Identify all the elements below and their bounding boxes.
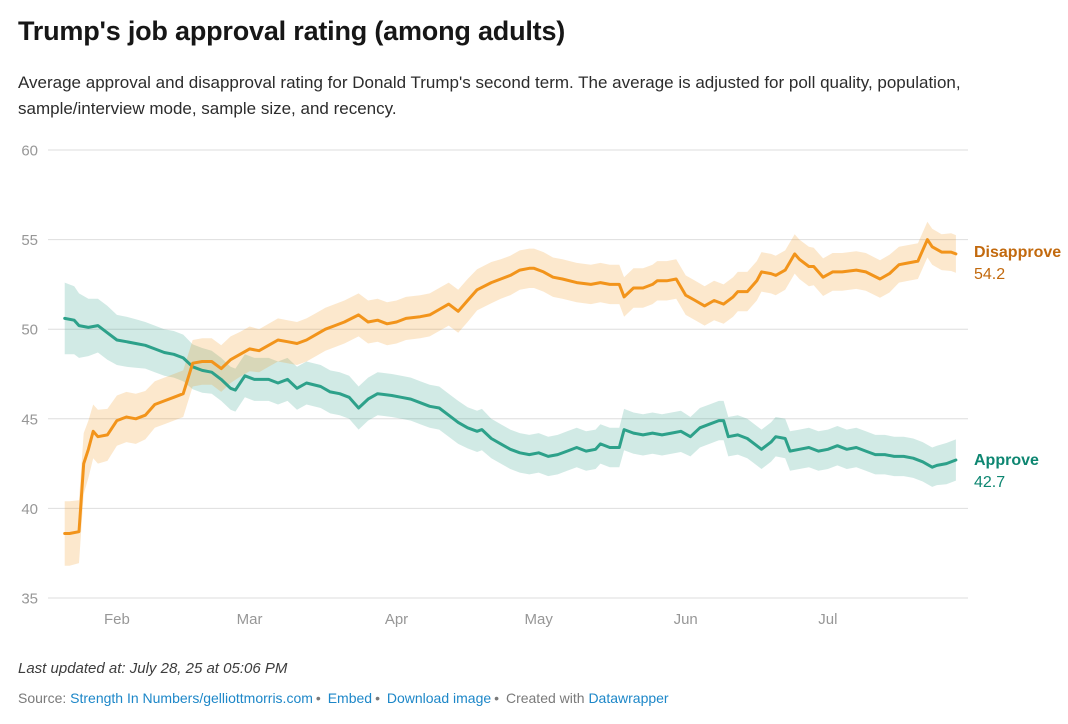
- x-tick-label: Feb: [104, 611, 130, 628]
- source-label: Source:: [18, 690, 67, 706]
- source-link[interactable]: Strength In Numbers/gelliottmorris.com: [70, 690, 313, 706]
- x-tick-label: May: [525, 611, 554, 628]
- download-image-link[interactable]: Download image: [386, 690, 492, 706]
- approve-end-label: Approve 42.7: [974, 450, 1068, 494]
- embed-link[interactable]: Embed: [327, 690, 373, 706]
- bullet-separator: •: [315, 690, 321, 706]
- y-tick-label: 55: [21, 232, 38, 249]
- datawrapper-link[interactable]: Datawrapper: [588, 690, 669, 706]
- y-tick-label: 40: [21, 501, 38, 518]
- approve-series-name: Approve: [974, 452, 1039, 469]
- bullet-separator: •: [494, 690, 500, 706]
- page-title: Trump's job approval rating (among adult…: [18, 16, 566, 46]
- chart-canvas: 60 55 50 45 40 35 Feb Mar Apr May Jun Jul: [21, 143, 968, 628]
- last-updated-note: Last updated at: July 28, 25 at 05:06 PM: [18, 660, 288, 677]
- bullet-separator: •: [375, 690, 380, 706]
- source-line: Source: Strength In Numbers/gelliottmorr…: [18, 690, 669, 706]
- y-tick-label: 35: [21, 591, 38, 608]
- disapprove-end-value: 54.2: [974, 266, 1006, 283]
- y-tick-label: 50: [21, 322, 38, 339]
- disapprove-end-label: Disapprove 54.2: [974, 242, 1068, 286]
- created-with-text: Created with: [505, 690, 585, 706]
- disapprove-series-name: Disapprove: [974, 244, 1062, 261]
- approve-end-value: 42.7: [974, 474, 1006, 491]
- x-tick-label: Mar: [237, 611, 263, 628]
- chart-subtitle: Average approval and disapproval rating …: [18, 73, 961, 118]
- disapprove-confidence-band: [64, 221, 956, 566]
- disapprove-line: [63, 238, 958, 535]
- x-tick-label: Jul: [818, 611, 837, 628]
- y-tick-label: 45: [21, 411, 38, 428]
- x-tick-label: Apr: [385, 611, 408, 628]
- y-tick-label: 60: [21, 143, 38, 160]
- x-tick-label: Jun: [674, 611, 698, 628]
- approve-line: [63, 316, 958, 469]
